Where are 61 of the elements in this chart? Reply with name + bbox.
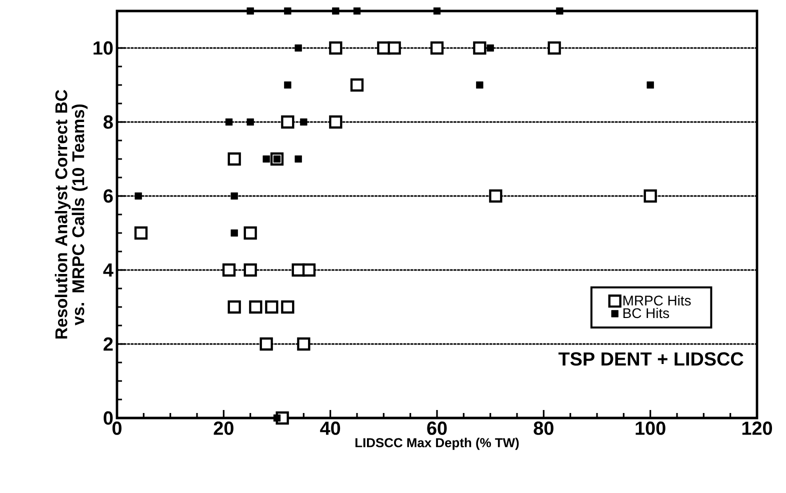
y-tick-label: 4 bbox=[103, 263, 114, 277]
point bbox=[228, 300, 241, 314]
x-axis-title: LIDSCC Max Depth (% TW) bbox=[355, 438, 519, 450]
point bbox=[302, 263, 316, 277]
point bbox=[489, 189, 502, 203]
point bbox=[273, 414, 281, 422]
y-axis-title: Resolution Analyst Correct BC vs. MRPC Calls (10 Teams) bbox=[54, 90, 88, 339]
point bbox=[548, 41, 561, 55]
point bbox=[244, 226, 257, 240]
point bbox=[284, 7, 292, 15]
point bbox=[388, 41, 401, 55]
point bbox=[297, 337, 310, 351]
point bbox=[294, 155, 302, 163]
point bbox=[230, 229, 238, 237]
point bbox=[265, 300, 278, 314]
point bbox=[230, 192, 238, 200]
legend-label: MRPC Hits bbox=[623, 295, 691, 306]
point bbox=[486, 44, 494, 52]
point bbox=[273, 155, 281, 163]
point bbox=[262, 155, 270, 163]
point bbox=[473, 41, 486, 55]
point bbox=[260, 337, 273, 351]
point bbox=[281, 300, 294, 314]
point bbox=[332, 7, 340, 15]
x-tick-label: 20 bbox=[214, 422, 234, 435]
point bbox=[329, 115, 342, 129]
point bbox=[430, 41, 444, 55]
point bbox=[225, 118, 233, 126]
x-tick-label: 80 bbox=[534, 422, 554, 435]
point bbox=[353, 7, 361, 15]
legend-label: BC Hits bbox=[623, 308, 670, 318]
point bbox=[244, 263, 257, 277]
y-tick-label: 8 bbox=[104, 115, 113, 129]
y-tick-label: 0 bbox=[104, 411, 113, 425]
point bbox=[228, 152, 241, 166]
x-tick-label: 120 bbox=[742, 422, 772, 435]
x-tick-label: 40 bbox=[320, 422, 340, 435]
point bbox=[300, 118, 308, 126]
point bbox=[222, 263, 236, 277]
point bbox=[134, 226, 148, 240]
x-tick-label: 0 bbox=[112, 422, 122, 435]
point bbox=[246, 118, 254, 126]
y-tick-label: 2 bbox=[104, 337, 113, 351]
point bbox=[281, 115, 294, 129]
point bbox=[294, 44, 302, 52]
point bbox=[476, 81, 484, 89]
point bbox=[350, 78, 364, 92]
x-tick-label: 60 bbox=[427, 422, 447, 435]
annotation: TSP DENT + LIDSCC bbox=[558, 352, 744, 366]
y-tick-label: 6 bbox=[104, 189, 113, 203]
y-tick-label: 10 bbox=[94, 41, 113, 55]
point bbox=[433, 7, 441, 15]
point bbox=[644, 189, 657, 203]
point bbox=[646, 81, 654, 89]
point bbox=[134, 192, 142, 200]
point bbox=[329, 41, 342, 55]
x-tick-label: 100 bbox=[636, 422, 666, 435]
point bbox=[556, 7, 564, 15]
point bbox=[246, 7, 254, 15]
point bbox=[284, 81, 292, 89]
point bbox=[249, 300, 262, 314]
